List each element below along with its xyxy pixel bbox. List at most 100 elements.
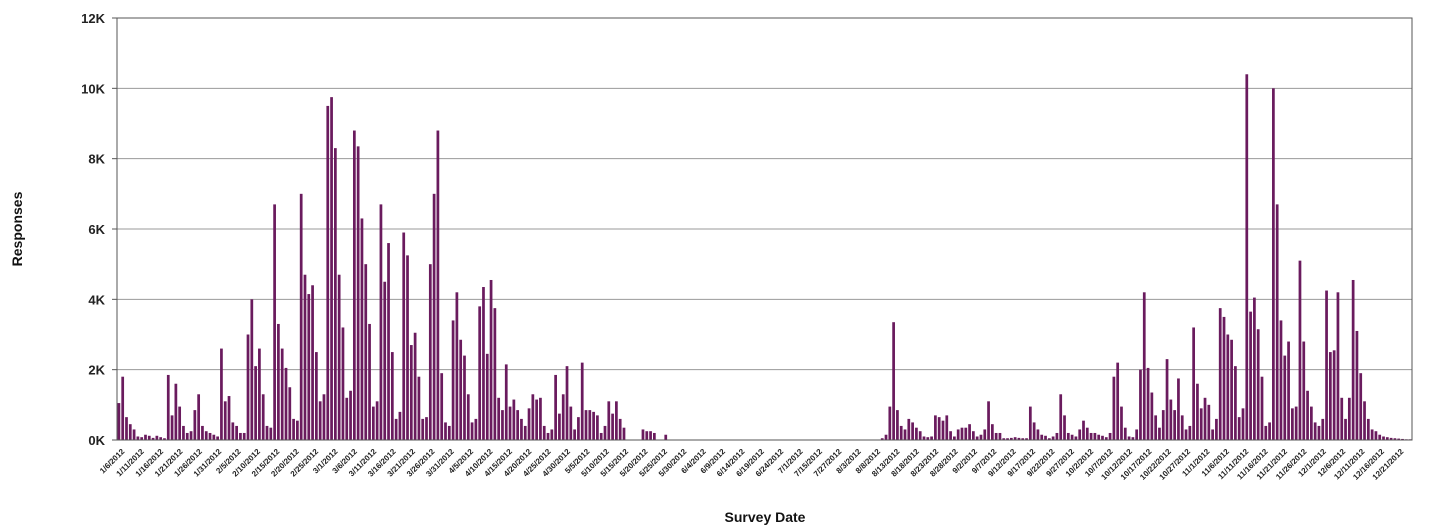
bar [182, 425, 185, 440]
bar [1131, 437, 1135, 440]
bar [1207, 404, 1211, 440]
bar [197, 394, 201, 440]
bar [1139, 369, 1142, 440]
y-axis-label: Responses [9, 191, 25, 266]
bar [151, 437, 155, 440]
bar [1234, 366, 1237, 440]
bar [1310, 406, 1313, 440]
bar [223, 401, 227, 440]
bar [364, 264, 368, 440]
bar [1059, 394, 1063, 440]
bar [941, 420, 945, 440]
y-tick-label: 0K [88, 433, 105, 448]
bar [1063, 415, 1066, 440]
bar [463, 355, 466, 440]
bar [231, 422, 235, 440]
bar [911, 422, 914, 440]
y-tick-label: 2K [88, 363, 105, 378]
bar [307, 294, 311, 440]
bar [1154, 415, 1158, 440]
plot-frame [116, 17, 1413, 441]
bar [349, 390, 352, 440]
bar [550, 429, 554, 440]
bar [615, 401, 618, 440]
bar [440, 373, 444, 440]
bar [136, 436, 140, 440]
bar [937, 417, 941, 440]
bar [1188, 425, 1192, 440]
bar [227, 396, 231, 440]
bar [489, 279, 493, 440]
bar [212, 434, 216, 440]
bar [592, 411, 595, 440]
bar [1298, 260, 1302, 440]
bar [1294, 406, 1298, 440]
bar [1017, 437, 1021, 440]
y-tick-label: 4K [88, 292, 105, 307]
bar [1085, 427, 1089, 440]
bar [166, 374, 170, 440]
bar [664, 434, 668, 440]
bar [417, 376, 421, 440]
bar [596, 415, 599, 440]
bar [318, 401, 322, 440]
bar [315, 352, 318, 440]
bar [189, 431, 193, 440]
bar [436, 130, 440, 440]
bar [1032, 422, 1036, 440]
bar [945, 415, 949, 440]
bar [478, 306, 482, 440]
bar [444, 422, 447, 440]
bar [1165, 359, 1169, 440]
bar [1028, 406, 1032, 440]
bar [1382, 436, 1385, 440]
bar [994, 432, 998, 440]
bar [584, 410, 588, 440]
bar [125, 417, 128, 440]
bar [907, 418, 911, 440]
bar [413, 332, 417, 440]
bar [1260, 376, 1264, 440]
bar [280, 348, 284, 440]
bar [1215, 418, 1218, 440]
bar [140, 437, 144, 440]
bar [975, 436, 979, 440]
bar [960, 427, 964, 440]
bar [1070, 434, 1074, 440]
bar [535, 399, 538, 440]
bar [387, 243, 390, 440]
bars [117, 74, 1412, 441]
bar [880, 438, 884, 440]
bar [428, 264, 432, 440]
bar [1093, 432, 1097, 440]
bar [409, 345, 413, 440]
bar [516, 410, 520, 440]
bar [341, 327, 345, 440]
bar [1347, 397, 1351, 440]
bar [1389, 437, 1393, 440]
bar [956, 429, 960, 440]
bar [1306, 390, 1309, 440]
bar [1351, 279, 1355, 440]
bar [1123, 427, 1127, 440]
bar [649, 431, 652, 440]
bar [1074, 436, 1078, 440]
bar [915, 427, 918, 440]
bar [1222, 316, 1226, 440]
bar [1264, 425, 1268, 440]
bar [402, 232, 406, 440]
bar [334, 148, 337, 440]
bar [607, 401, 611, 440]
bar [1359, 373, 1363, 440]
bar [1021, 438, 1025, 440]
bar [447, 425, 451, 440]
bar [1245, 74, 1249, 441]
bar [539, 397, 542, 440]
bar [383, 281, 387, 440]
bar [170, 415, 174, 440]
bar [1336, 292, 1340, 440]
bar [588, 410, 592, 440]
bar [208, 432, 212, 440]
bar [953, 436, 956, 440]
bar [1047, 438, 1051, 440]
